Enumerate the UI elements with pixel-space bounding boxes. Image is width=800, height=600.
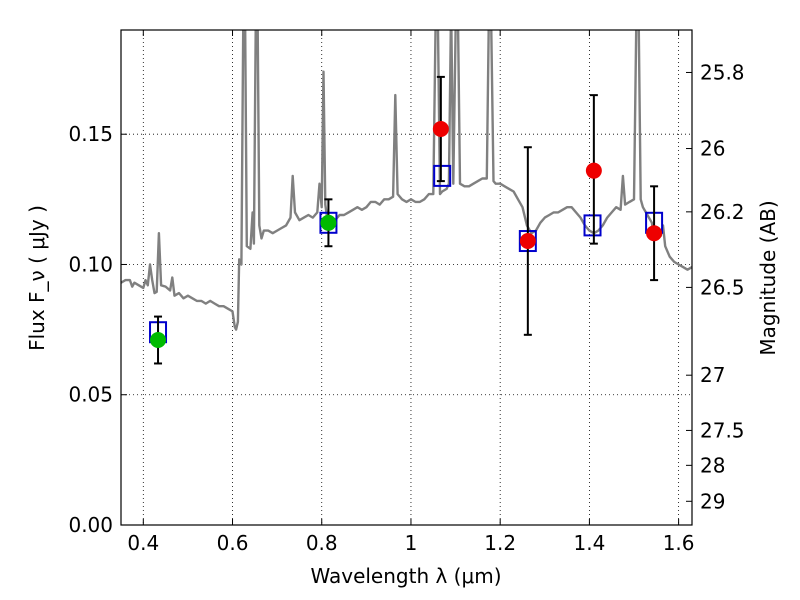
y-axis-label: Flux F_ν ( μJy )	[25, 205, 49, 351]
right-tick-label: 28	[700, 453, 725, 477]
plot-frame	[120, 29, 693, 526]
red-data-point	[519, 233, 536, 250]
green-data-point	[320, 214, 337, 231]
right-tick-label: 29	[700, 489, 725, 513]
x-tick-label: 1.6	[663, 531, 695, 555]
spectrum-line	[121, 30, 692, 331]
x-tick-label: 0.8	[306, 531, 338, 555]
y-tick-label: 0.05	[68, 383, 113, 407]
x-tick-label: 1.2	[484, 531, 516, 555]
right-tick-label: 26.2	[700, 200, 745, 224]
right-tick-label: 27.5	[700, 418, 745, 442]
x-tick-label: 0.6	[217, 531, 249, 555]
model-box-marker	[583, 214, 602, 237]
x-axis-label: Wavelength λ (μm)	[310, 564, 501, 588]
x-tick-label: 1	[405, 531, 418, 555]
y-tick-label: 0.10	[68, 252, 113, 276]
red-data-point	[646, 225, 663, 242]
plot-area	[121, 30, 692, 365]
x-tick-label: 0.4	[127, 531, 159, 555]
ticks: 0.4 0.6 0.8 1 1.2 1.4 1.6 0.00 0.05 0.10 0.15 25.8 2…	[68, 30, 745, 555]
right-axis-label: Magnitude (AB)	[756, 200, 780, 355]
y-tick-label: 0.00	[68, 513, 113, 537]
right-tick-label: 26.5	[700, 275, 745, 299]
green-data-point	[150, 332, 167, 349]
grid	[121, 30, 692, 526]
model-box-marker	[433, 164, 452, 187]
right-tick-label: 26	[700, 137, 725, 161]
right-tick-label: 25.8	[700, 60, 745, 84]
red-data-point	[432, 121, 449, 137]
right-tick-label: 27	[700, 363, 725, 387]
x-tick-label: 1.4	[573, 531, 605, 555]
red-data-point	[585, 162, 602, 179]
y-tick-label: 0.15	[68, 122, 113, 146]
